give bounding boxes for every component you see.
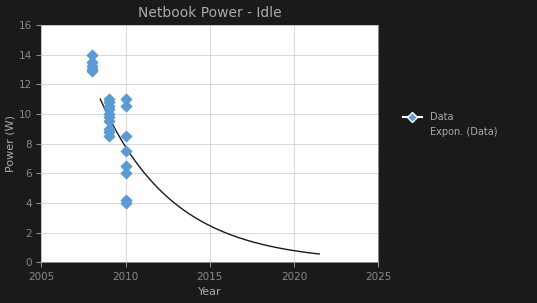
Legend: Data, Expon. (Data): Data, Expon. (Data) [399, 108, 502, 141]
Point [121, 104, 130, 109]
Point [104, 126, 113, 131]
Point [104, 107, 113, 112]
Point [121, 171, 130, 176]
Point [121, 134, 130, 138]
X-axis label: Year: Year [198, 288, 222, 298]
Point [88, 52, 96, 57]
Point [104, 104, 113, 109]
Point [104, 97, 113, 102]
Title: Netbook Power - Idle: Netbook Power - Idle [138, 5, 281, 20]
Point [104, 134, 113, 138]
Point [104, 115, 113, 119]
Point [88, 68, 96, 73]
Point [104, 112, 113, 116]
Point [121, 148, 130, 153]
Y-axis label: Power (W): Power (W) [5, 115, 16, 172]
Point [88, 60, 96, 65]
Point [104, 100, 113, 105]
Point [121, 200, 130, 205]
Point [121, 198, 130, 202]
Point [121, 97, 130, 102]
Point [104, 129, 113, 134]
Point [88, 67, 96, 72]
Point [104, 119, 113, 124]
Point [121, 163, 130, 168]
Point [88, 64, 96, 69]
